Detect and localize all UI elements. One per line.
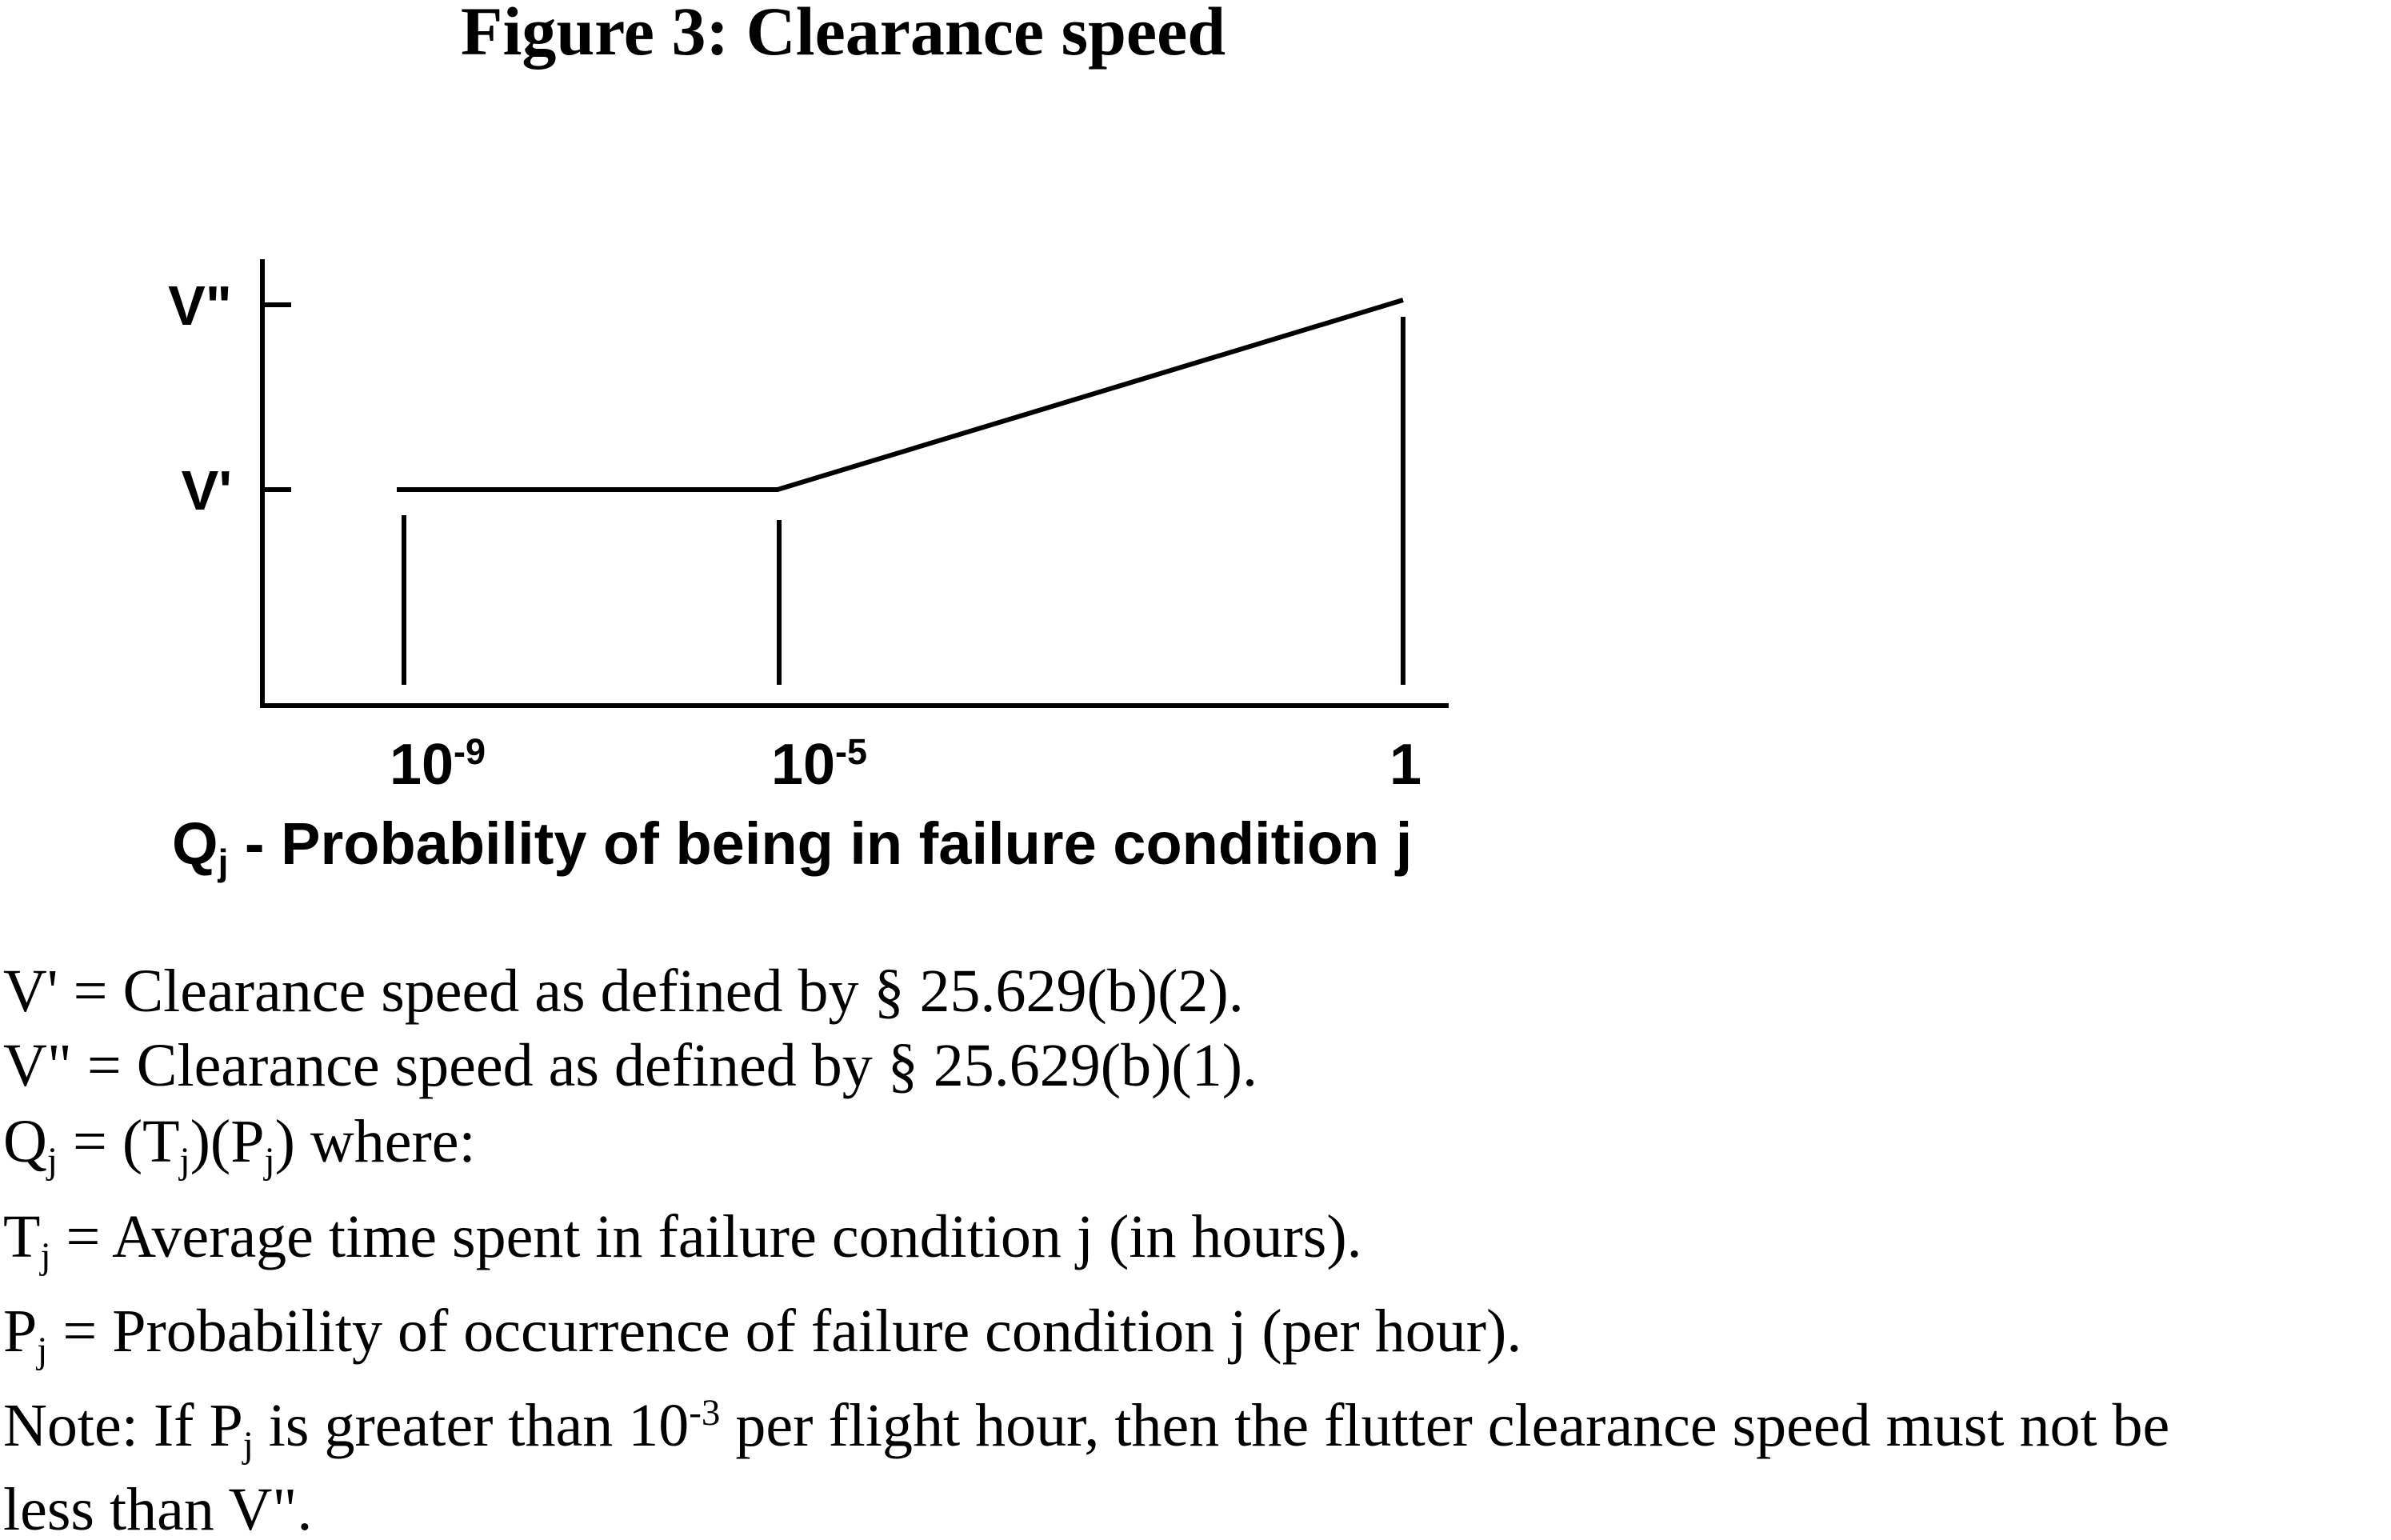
text-run: per flight hour, then the flutter cleara… bbox=[720, 1392, 2169, 1459]
text-line: Tj = Average time spent in failure condi… bbox=[3, 1203, 1362, 1277]
clearance-curve bbox=[397, 298, 1404, 492]
y-label: V' bbox=[182, 459, 232, 522]
text-line: less than V". bbox=[3, 1476, 312, 1540]
text-run: V" = Clearance speed as defined by § 25.… bbox=[3, 1032, 1257, 1099]
text-run: Q bbox=[3, 1108, 47, 1175]
text-run: T bbox=[3, 1203, 40, 1270]
text-run: P bbox=[3, 1298, 37, 1365]
text-run: 10 bbox=[771, 733, 835, 797]
text-run: = Probability of occurrence of failure c… bbox=[47, 1298, 1521, 1365]
text-line: Qj = (Tj)(Pj) where: bbox=[3, 1108, 476, 1182]
text-line: 10-9 bbox=[390, 731, 486, 797]
text-run: 1 bbox=[1389, 733, 1421, 797]
text-run: ) where: bbox=[275, 1108, 476, 1175]
text-run: less than V". bbox=[3, 1476, 312, 1540]
figure-title: Figure 3: Clearance speed bbox=[461, 0, 1225, 70]
text-line: 1 bbox=[1389, 733, 1421, 797]
superscript: -3 bbox=[689, 1392, 720, 1434]
text-run: - Probability of being in failure condit… bbox=[228, 810, 1412, 877]
subscript: j bbox=[218, 842, 229, 883]
subscript: j bbox=[46, 1140, 58, 1182]
text-line: V' = Clearance speed as defined by § 25.… bbox=[3, 958, 1244, 1025]
subscript: j bbox=[242, 1424, 254, 1466]
text-run: 10 bbox=[390, 733, 454, 797]
text-line: Pj = Probability of occurrence of failur… bbox=[3, 1298, 1521, 1371]
subscript: j bbox=[38, 1235, 50, 1277]
text-line: 10-5 bbox=[771, 731, 867, 797]
superscript: -9 bbox=[454, 731, 486, 772]
text-run: = (T bbox=[58, 1108, 180, 1175]
text-run: Note: If P bbox=[3, 1392, 243, 1459]
diagram bbox=[260, 259, 1449, 708]
y-label: V" bbox=[168, 274, 232, 337]
text-run: is greater than 10 bbox=[254, 1392, 689, 1459]
text-line: Qj - Probability of being in failure con… bbox=[172, 810, 1412, 883]
text-run: Q bbox=[172, 810, 218, 877]
text-run: = Average time spent in failure conditio… bbox=[51, 1203, 1362, 1270]
subscript: j bbox=[263, 1140, 275, 1182]
subscript: j bbox=[35, 1330, 47, 1371]
superscript: -5 bbox=[835, 731, 867, 772]
text-line: Note: If Pj is greater than 10-3 per fli… bbox=[3, 1392, 2169, 1466]
text-run: )(P bbox=[190, 1108, 265, 1175]
text-run: V' = Clearance speed as defined by § 25.… bbox=[3, 958, 1244, 1025]
subscript: j bbox=[178, 1140, 190, 1182]
text-line: V" = Clearance speed as defined by § 25.… bbox=[3, 1032, 1257, 1099]
